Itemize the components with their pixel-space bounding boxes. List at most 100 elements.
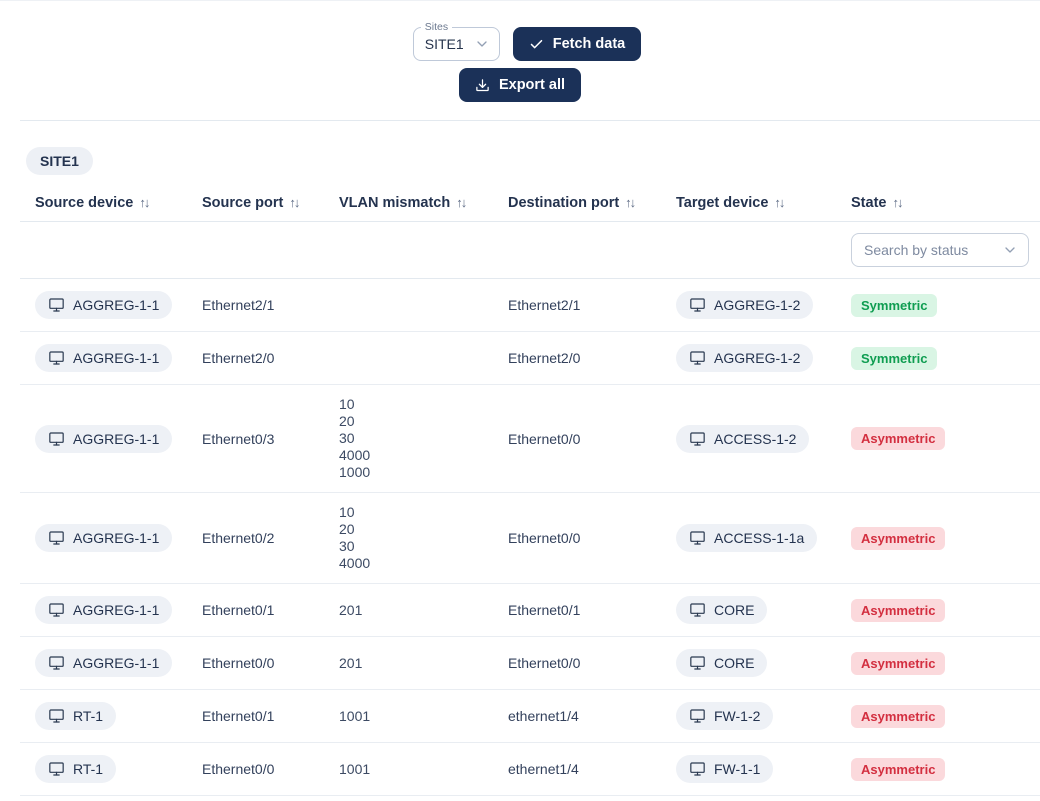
target-device-label: ACCESS-1-1a [714,530,805,546]
check-icon [529,37,544,52]
monitor-icon [49,762,64,776]
monitor-icon [49,709,64,723]
source-device-label: AGGREG-1-1 [73,655,160,671]
sites-select-label: Sites [420,21,453,33]
source-device-label: AGGREG-1-1 [73,602,160,618]
monitor-icon [690,762,705,776]
table-row: RT-1 Ethernet0/1 1001 ethernet1/4 FW-1-2… [20,689,1040,743]
fetch-data-button[interactable]: Fetch data [512,27,642,61]
table-row: AGGREG-1-1 Ethernet0/1 201 Ethernet0/1 C… [20,583,1040,637]
sort-icon[interactable]: ↑↓ [289,195,300,210]
monitor-icon [690,531,705,545]
destination-port-value: Ethernet0/0 [493,636,661,690]
column-label: Source device [35,195,134,211]
target-device-label: ACCESS-1-2 [714,430,797,447]
state-badge: Symmetric [851,346,938,370]
source-port-value: Ethernet0/1 [187,583,324,637]
monitor-icon [49,351,64,365]
destination-port-value: Ethernet0/0 [493,492,661,584]
monitor-icon [690,603,705,617]
source-device-chip: AGGREG-1-1 [35,344,173,372]
column-header-source-port[interactable]: Source port ↑↓ [187,175,324,222]
source-device-chip: RT-1 [35,702,117,730]
state-badge: Asymmetric [851,757,946,781]
column-header-vlan-mismatch[interactable]: VLAN mismatch ↑↓ [324,175,493,222]
destination-port-value: Ethernet0/1 [493,583,661,637]
target-device-chip: ACCESS-1-2 [676,424,810,453]
source-device-chip: AGGREG-1-1 [35,649,173,677]
column-header-source-device[interactable]: Source device ↑↓ [20,175,187,222]
source-device-chip: AGGREG-1-1 [35,424,173,453]
target-device-chip: AGGREG-1-2 [676,344,814,372]
monitor-icon [690,709,705,723]
source-device-chip: AGGREG-1-1 [35,596,173,624]
monitor-icon [690,351,705,365]
vlan-value: 201 [339,654,363,671]
monitor-icon [49,298,64,312]
vlan-list: 1001 [339,761,478,778]
toolbar: Sites SITE1 Fetch data Export all [0,1,1040,102]
column-label: Source port [202,195,284,211]
target-device-label: CORE [714,655,755,671]
target-device-label: AGGREG-1-2 [714,297,801,313]
vlan-value: 30 [339,430,355,446]
state-badge: Asymmetric [851,427,946,450]
sort-icon[interactable]: ↑↓ [139,195,150,210]
state-badge: Asymmetric [851,598,946,622]
source-device-chip: AGGREG-1-1 [35,291,173,319]
vlan-list: 1001 [339,708,478,725]
monitor-icon [690,431,705,446]
destination-port-value: ethernet1/4 [493,742,661,796]
vlan-value: 30 [339,538,355,554]
target-device-label: AGGREG-1-2 [714,350,801,366]
table-row: AGGREG-1-1 Ethernet2/0 Ethernet2/0 AGGRE… [20,331,1040,385]
column-header-state[interactable]: State ↑↓ [836,175,1040,222]
header-row: Source device ↑↓ Source port ↑↓ VLAN misma… [20,175,1040,222]
sites-select[interactable]: Sites SITE1 [412,21,500,61]
source-device-chip: RT-1 [35,755,117,783]
source-device-label: AGGREG-1-1 [73,430,160,447]
sort-icon[interactable]: ↑↓ [625,195,636,210]
source-port-value: Ethernet0/3 [187,384,324,493]
column-header-destination-port[interactable]: Destination port ↑↓ [493,175,661,222]
state-badge: Asymmetric [851,651,946,675]
vlan-mismatch-table: Source device ↑↓ Source port ↑↓ VLAN misma… [20,175,1040,796]
toolbar-row-fetch: Sites SITE1 Fetch data [412,21,642,61]
source-port-value: Ethernet0/1 [187,689,324,743]
export-all-label: Export all [498,77,566,93]
status-filter-placeholder: Search by status [864,242,969,258]
source-device-label: RT-1 [73,761,104,777]
site-badge: SITE1 [26,147,93,175]
source-device-label: AGGREG-1-1 [73,297,160,313]
column-label: State [851,195,887,211]
vlan-list: 201 [339,602,478,619]
monitor-icon [690,298,705,312]
table-row: RT-1 Ethernet0/0 1001 ethernet1/4 FW-1-1… [20,742,1040,796]
source-device-label: AGGREG-1-1 [73,350,160,366]
status-filter-select[interactable]: Search by status [851,233,1029,267]
vlan-value: 10 [339,504,355,520]
vlan-value: 1001 [339,707,371,724]
table-row: AGGREG-1-1 Ethernet2/1 Ethernet2/1 AGGRE… [20,278,1040,332]
sort-icon[interactable]: ↑↓ [892,195,903,210]
sort-icon[interactable]: ↑↓ [774,195,785,210]
column-header-target-device[interactable]: Target device ↑↓ [661,175,836,222]
vlan-value: 201 [339,601,363,618]
target-device-chip: FW-1-2 [676,702,774,730]
chevron-down-icon [1002,242,1018,258]
column-label: Destination port [508,195,620,211]
monitor-icon [49,531,64,545]
column-label: VLAN mismatch [339,195,451,211]
destination-port-value: Ethernet0/0 [493,384,661,493]
vlan-value: 10 [339,396,355,412]
table-body: AGGREG-1-1 Ethernet2/1 Ethernet2/1 AGGRE… [20,278,1040,796]
source-device-label: AGGREG-1-1 [73,530,160,546]
column-label: Target device [676,195,769,211]
sort-icon[interactable]: ↑↓ [456,195,467,210]
fetch-data-label: Fetch data [552,36,626,52]
table-row: AGGREG-1-1 Ethernet0/0 201 Ethernet0/0 C… [20,636,1040,690]
export-all-button[interactable]: Export all [458,68,582,102]
monitor-icon [690,656,705,670]
target-device-label: CORE [714,602,755,618]
vlan-value: 4000 [339,555,371,571]
